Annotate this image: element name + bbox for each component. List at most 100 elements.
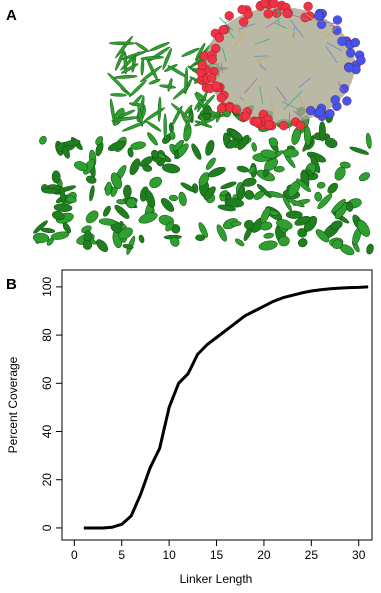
helix: [303, 125, 312, 147]
strand: [208, 110, 221, 117]
helix: [104, 181, 112, 196]
helix: [96, 239, 109, 252]
helix: [305, 168, 314, 177]
strand: [148, 78, 161, 85]
helix: [169, 131, 176, 140]
linker-trace: [234, 103, 246, 113]
sphere: [269, 0, 279, 8]
sphere: [345, 48, 356, 58]
helix: [297, 238, 308, 248]
sphere: [332, 15, 343, 25]
helix: [138, 234, 145, 244]
linker-trace: [254, 55, 269, 57]
sphere: [272, 8, 282, 18]
helix: [138, 212, 158, 224]
strand: [134, 42, 150, 53]
helix: [339, 161, 351, 169]
linker-trace: [233, 30, 247, 48]
sphere: [306, 105, 316, 116]
sphere: [330, 95, 340, 105]
sphere: [224, 11, 234, 21]
helix: [260, 207, 271, 224]
linker-trace: [284, 21, 299, 37]
strand: [115, 35, 133, 59]
y-tick-label: 100: [40, 277, 54, 297]
helix: [263, 232, 274, 239]
helix: [318, 121, 326, 142]
helix: [273, 165, 285, 173]
sphere: [303, 1, 313, 12]
helix: [285, 210, 303, 219]
helix: [51, 211, 65, 221]
helix: [235, 238, 245, 247]
sphere: [259, 0, 270, 9]
sphere: [339, 84, 349, 94]
linker-trace: [329, 24, 341, 29]
strand: [113, 75, 138, 79]
helix: [123, 184, 132, 199]
linker-trace: [218, 17, 234, 31]
linker-trace: [298, 77, 311, 88]
linker-trace: [227, 29, 235, 39]
linker-trace: [277, 9, 280, 24]
helix: [85, 210, 99, 224]
helix: [268, 137, 279, 148]
strand: [143, 107, 166, 122]
sphere: [337, 36, 347, 46]
strand: [140, 65, 162, 83]
helix: [253, 190, 265, 200]
helix: [195, 234, 206, 241]
helix: [327, 182, 338, 194]
sphere: [350, 37, 361, 48]
helix: [149, 176, 162, 189]
helix: [236, 165, 249, 173]
strand: [120, 63, 139, 74]
linker-trace: [239, 96, 244, 101]
strand: [129, 79, 147, 98]
line: [83, 285, 369, 530]
helix: [160, 197, 175, 212]
helix: [53, 203, 73, 212]
strand: [195, 91, 207, 101]
strand: [162, 48, 172, 70]
sphere: [295, 120, 305, 131]
x-tick-label: 20: [257, 548, 271, 562]
linker-trace: [255, 56, 274, 62]
linker-trace: [238, 29, 244, 42]
linker-trace: [326, 42, 343, 52]
helix: [365, 132, 372, 149]
helix: [276, 219, 293, 230]
sphere: [282, 8, 292, 18]
y-tick-label: 60: [40, 376, 54, 390]
linker-trace: [238, 23, 256, 30]
helix: [315, 229, 330, 243]
helix: [122, 244, 134, 250]
helix: [32, 232, 50, 243]
helix: [64, 139, 81, 147]
helix: [89, 185, 95, 202]
sphere: [241, 111, 251, 121]
linker-trace: [295, 90, 306, 108]
strand: [159, 84, 177, 89]
helix: [50, 231, 70, 240]
helix: [103, 205, 111, 217]
linker-trace: [325, 45, 338, 64]
helix: [317, 193, 333, 210]
linker-trace: [220, 62, 223, 74]
helix: [358, 172, 370, 182]
helix: [244, 189, 255, 200]
helix: [171, 224, 181, 234]
helix: [51, 170, 61, 184]
sphere: [239, 17, 249, 27]
helix: [191, 143, 202, 160]
helix: [39, 135, 47, 145]
x-tick-label: 10: [162, 548, 176, 562]
strand: [137, 105, 144, 127]
helix: [165, 221, 174, 232]
linker-trace: [276, 86, 288, 102]
strand: [109, 93, 127, 97]
helix: [180, 182, 195, 193]
helix: [147, 132, 158, 146]
helix: [203, 186, 216, 200]
